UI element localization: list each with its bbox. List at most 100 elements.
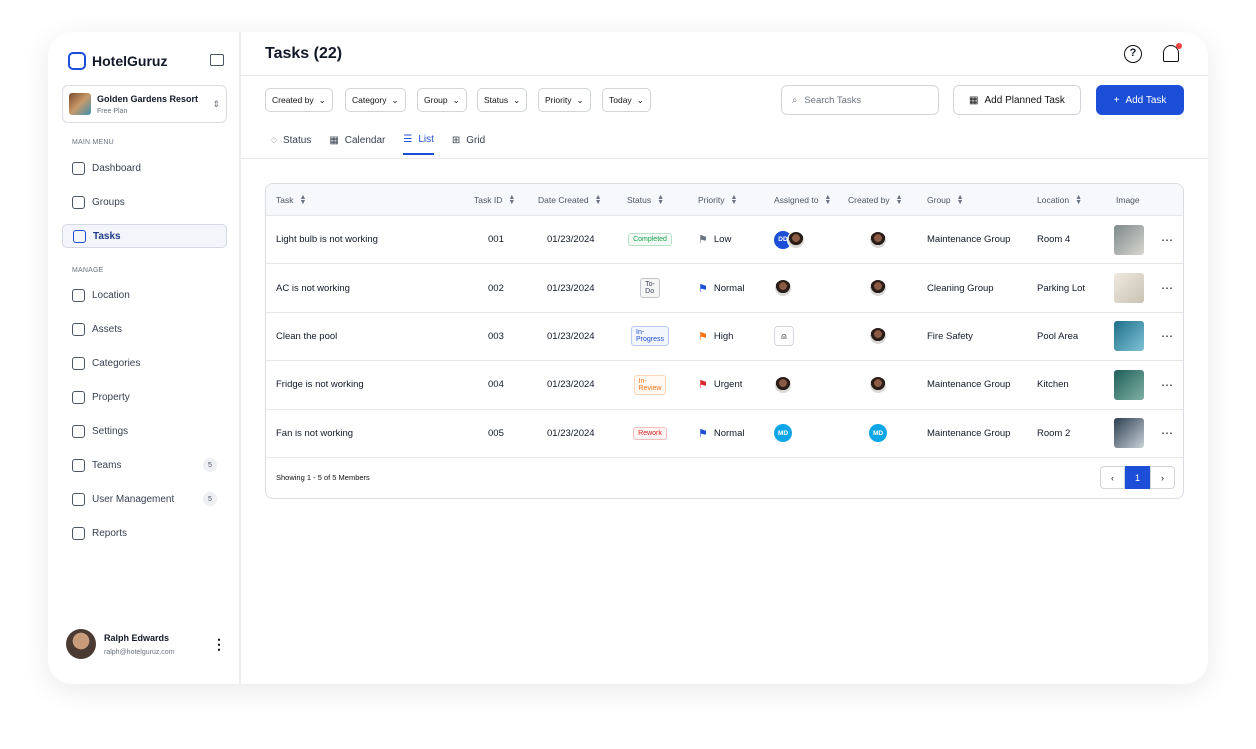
sidebar-item-reports[interactable]: Reports [62, 521, 227, 545]
flag-icon: ⚑ [698, 379, 708, 392]
column-header-task[interactable]: Task ▲ ▼ [276, 184, 306, 215]
chevron-updown-icon: ⇕ [212, 98, 220, 109]
more-actions-icon[interactable]: ⋯ [1161, 329, 1173, 344]
next-page-button[interactable]: › [1150, 466, 1175, 489]
filter-status[interactable]: Status ⌄ [477, 88, 528, 112]
chevron-down-icon: ⌄ [318, 94, 326, 105]
sort-icon[interactable]: ▲ ▼ [299, 193, 307, 206]
task-name[interactable]: Clean the pool [276, 330, 338, 342]
bell-icon[interactable] [1163, 43, 1182, 62]
column-header-date-created[interactable]: Date Created ▲ ▼ [538, 184, 602, 215]
page-1-button[interactable]: 1 [1125, 466, 1150, 489]
sidebar-item-location[interactable]: Location [62, 283, 227, 307]
sort-icon[interactable]: ▲ ▼ [956, 193, 964, 206]
sort-icon[interactable]: ▲ ▼ [508, 193, 516, 206]
tasks-icon [73, 229, 86, 243]
column-header-location[interactable]: Location ▲ ▼ [1037, 184, 1082, 215]
assignee-avatar[interactable] [774, 375, 792, 394]
task-image[interactable] [1114, 321, 1144, 352]
sort-icon[interactable]: ▲ ▼ [895, 193, 903, 206]
sort-icon[interactable]: ▲ ▼ [594, 193, 602, 206]
more-actions-icon[interactable]: ⋯ [1161, 232, 1173, 247]
assignee-avatar[interactable]: MD [774, 424, 792, 443]
sort-icon[interactable]: ▲ ▼ [657, 193, 665, 206]
sidebar-item-groups[interactable]: Groups [62, 190, 227, 214]
location: Pool Area [1037, 330, 1079, 342]
table-row[interactable]: Fan is not working 005 01/23/2024 Rework… [266, 410, 1183, 458]
table-row[interactable]: AC is not working 002 01/23/2024 To-Do ⚑… [266, 264, 1183, 313]
sort-icon[interactable]: ▲ ▼ [1075, 193, 1083, 206]
tab-status[interactable]: ◌ Status [271, 134, 311, 154]
creator-avatar [869, 327, 887, 346]
task-id: 004 [488, 379, 504, 391]
column-header-task-id[interactable]: Task ID ▲ ▼ [474, 184, 515, 215]
more-actions-icon[interactable]: ⋯ [1161, 377, 1173, 392]
assignee-avatar[interactable] [787, 230, 805, 249]
add-task-button[interactable]: + Add Task [1096, 85, 1184, 115]
column-header-created-by[interactable]: Created by ▲ ▼ [848, 184, 903, 215]
calendar-plus-icon: ▦ [969, 94, 979, 106]
location: Room 4 [1037, 234, 1071, 246]
task-name[interactable]: Light bulb is not working [276, 234, 378, 246]
chevron-down-icon: ⌄ [391, 94, 399, 105]
creator-avatar [869, 230, 887, 249]
user-email: ralph@hotelguruz.com [104, 648, 175, 656]
column-header-priority[interactable]: Priority ▲ ▼ [698, 184, 737, 215]
dashboard-icon [72, 161, 85, 175]
more-actions-icon[interactable]: ⋯ [1161, 426, 1173, 441]
tab-grid[interactable]: ⊞ Grid [452, 134, 485, 154]
table-row[interactable]: Clean the pool 003 01/23/2024 In-Progres… [266, 313, 1183, 362]
tab-list[interactable]: ☰ List [403, 134, 434, 155]
sidebar-item-settings[interactable]: Settings [62, 419, 227, 443]
count-badge: 5 [203, 492, 217, 506]
property-name: Golden Gardens Resort [97, 93, 199, 104]
location: Room 2 [1037, 427, 1071, 439]
sidebar-item-label: Assets [92, 323, 123, 335]
sidebar-item-user-management[interactable]: User Management 5 [62, 487, 227, 511]
task-image[interactable] [1114, 418, 1144, 449]
property-switcher[interactable]: Golden Gardens Resort Free Plan ⇕ [62, 85, 227, 123]
table-row[interactable]: Fridge is not working 004 01/23/2024 In-… [266, 361, 1183, 410]
sidebar-item-assets[interactable]: Assets [62, 317, 227, 341]
filter-category[interactable]: Category ⌄ [345, 88, 406, 112]
column-header-group[interactable]: Group ▲ ▼ [927, 184, 964, 215]
filter-priority[interactable]: Priority ⌄ [538, 88, 591, 112]
column-header-status[interactable]: Status ▲ ▼ [627, 184, 664, 215]
sort-icon[interactable]: ▲ ▼ [730, 193, 738, 206]
sidebar-item-categories[interactable]: Categories [62, 351, 227, 375]
column-header-assigned-to[interactable]: Assigned to ▲ ▼ [774, 184, 831, 215]
location: Kitchen [1037, 379, 1069, 391]
sidebar-item-property[interactable]: Property [62, 385, 227, 409]
sort-icon[interactable]: ▲ ▼ [824, 193, 832, 206]
filter-today[interactable]: Today ⌄ [602, 88, 651, 112]
task-image[interactable] [1114, 369, 1144, 400]
task-name[interactable]: Fan is not working [276, 427, 354, 439]
column-label: Task ID [474, 194, 503, 205]
more-actions-icon[interactable]: ⋯ [1161, 281, 1173, 296]
assignee-avatar[interactable] [774, 279, 792, 298]
user-profile[interactable]: Ralph Edwards ralph@hotelguruz.com ⋮ [66, 629, 226, 659]
filter-group[interactable]: Group ⌄ [417, 88, 467, 112]
sidebar-item-teams[interactable]: Teams 5 [62, 453, 227, 477]
help-icon[interactable]: ? [1124, 45, 1142, 63]
search-input[interactable]: ⌕ Search Tasks [781, 85, 939, 115]
creator-avatar [869, 279, 887, 298]
task-name[interactable]: Fridge is not working [276, 379, 364, 391]
filter-created-by[interactable]: Created by ⌄ [265, 88, 333, 112]
table-row[interactable]: Light bulb is not working 001 01/23/2024… [266, 216, 1183, 265]
status-badge: In-Progress [631, 326, 670, 347]
sidebar-item-tasks[interactable]: Tasks [62, 224, 227, 248]
prev-page-button[interactable]: ‹ [1100, 466, 1125, 489]
sidebar-item-label: User Management [92, 493, 175, 505]
sidebar-item-label: Dashboard [92, 162, 141, 174]
add-planned-task-button[interactable]: ▦ Add Planned Task [953, 85, 1081, 115]
add-assignee-icon[interactable]: ⍝ [774, 326, 794, 347]
task-image[interactable] [1114, 224, 1144, 255]
tab-calendar[interactable]: ▦ Calendar [329, 134, 385, 154]
more-icon[interactable]: ⋮ [212, 635, 226, 652]
task-name[interactable]: AC is not working [276, 282, 350, 294]
filter-label: Group [424, 95, 448, 105]
collapse-sidebar-icon[interactable] [210, 54, 224, 66]
task-image[interactable] [1114, 273, 1144, 304]
sidebar-item-dashboard[interactable]: Dashboard [62, 156, 227, 180]
